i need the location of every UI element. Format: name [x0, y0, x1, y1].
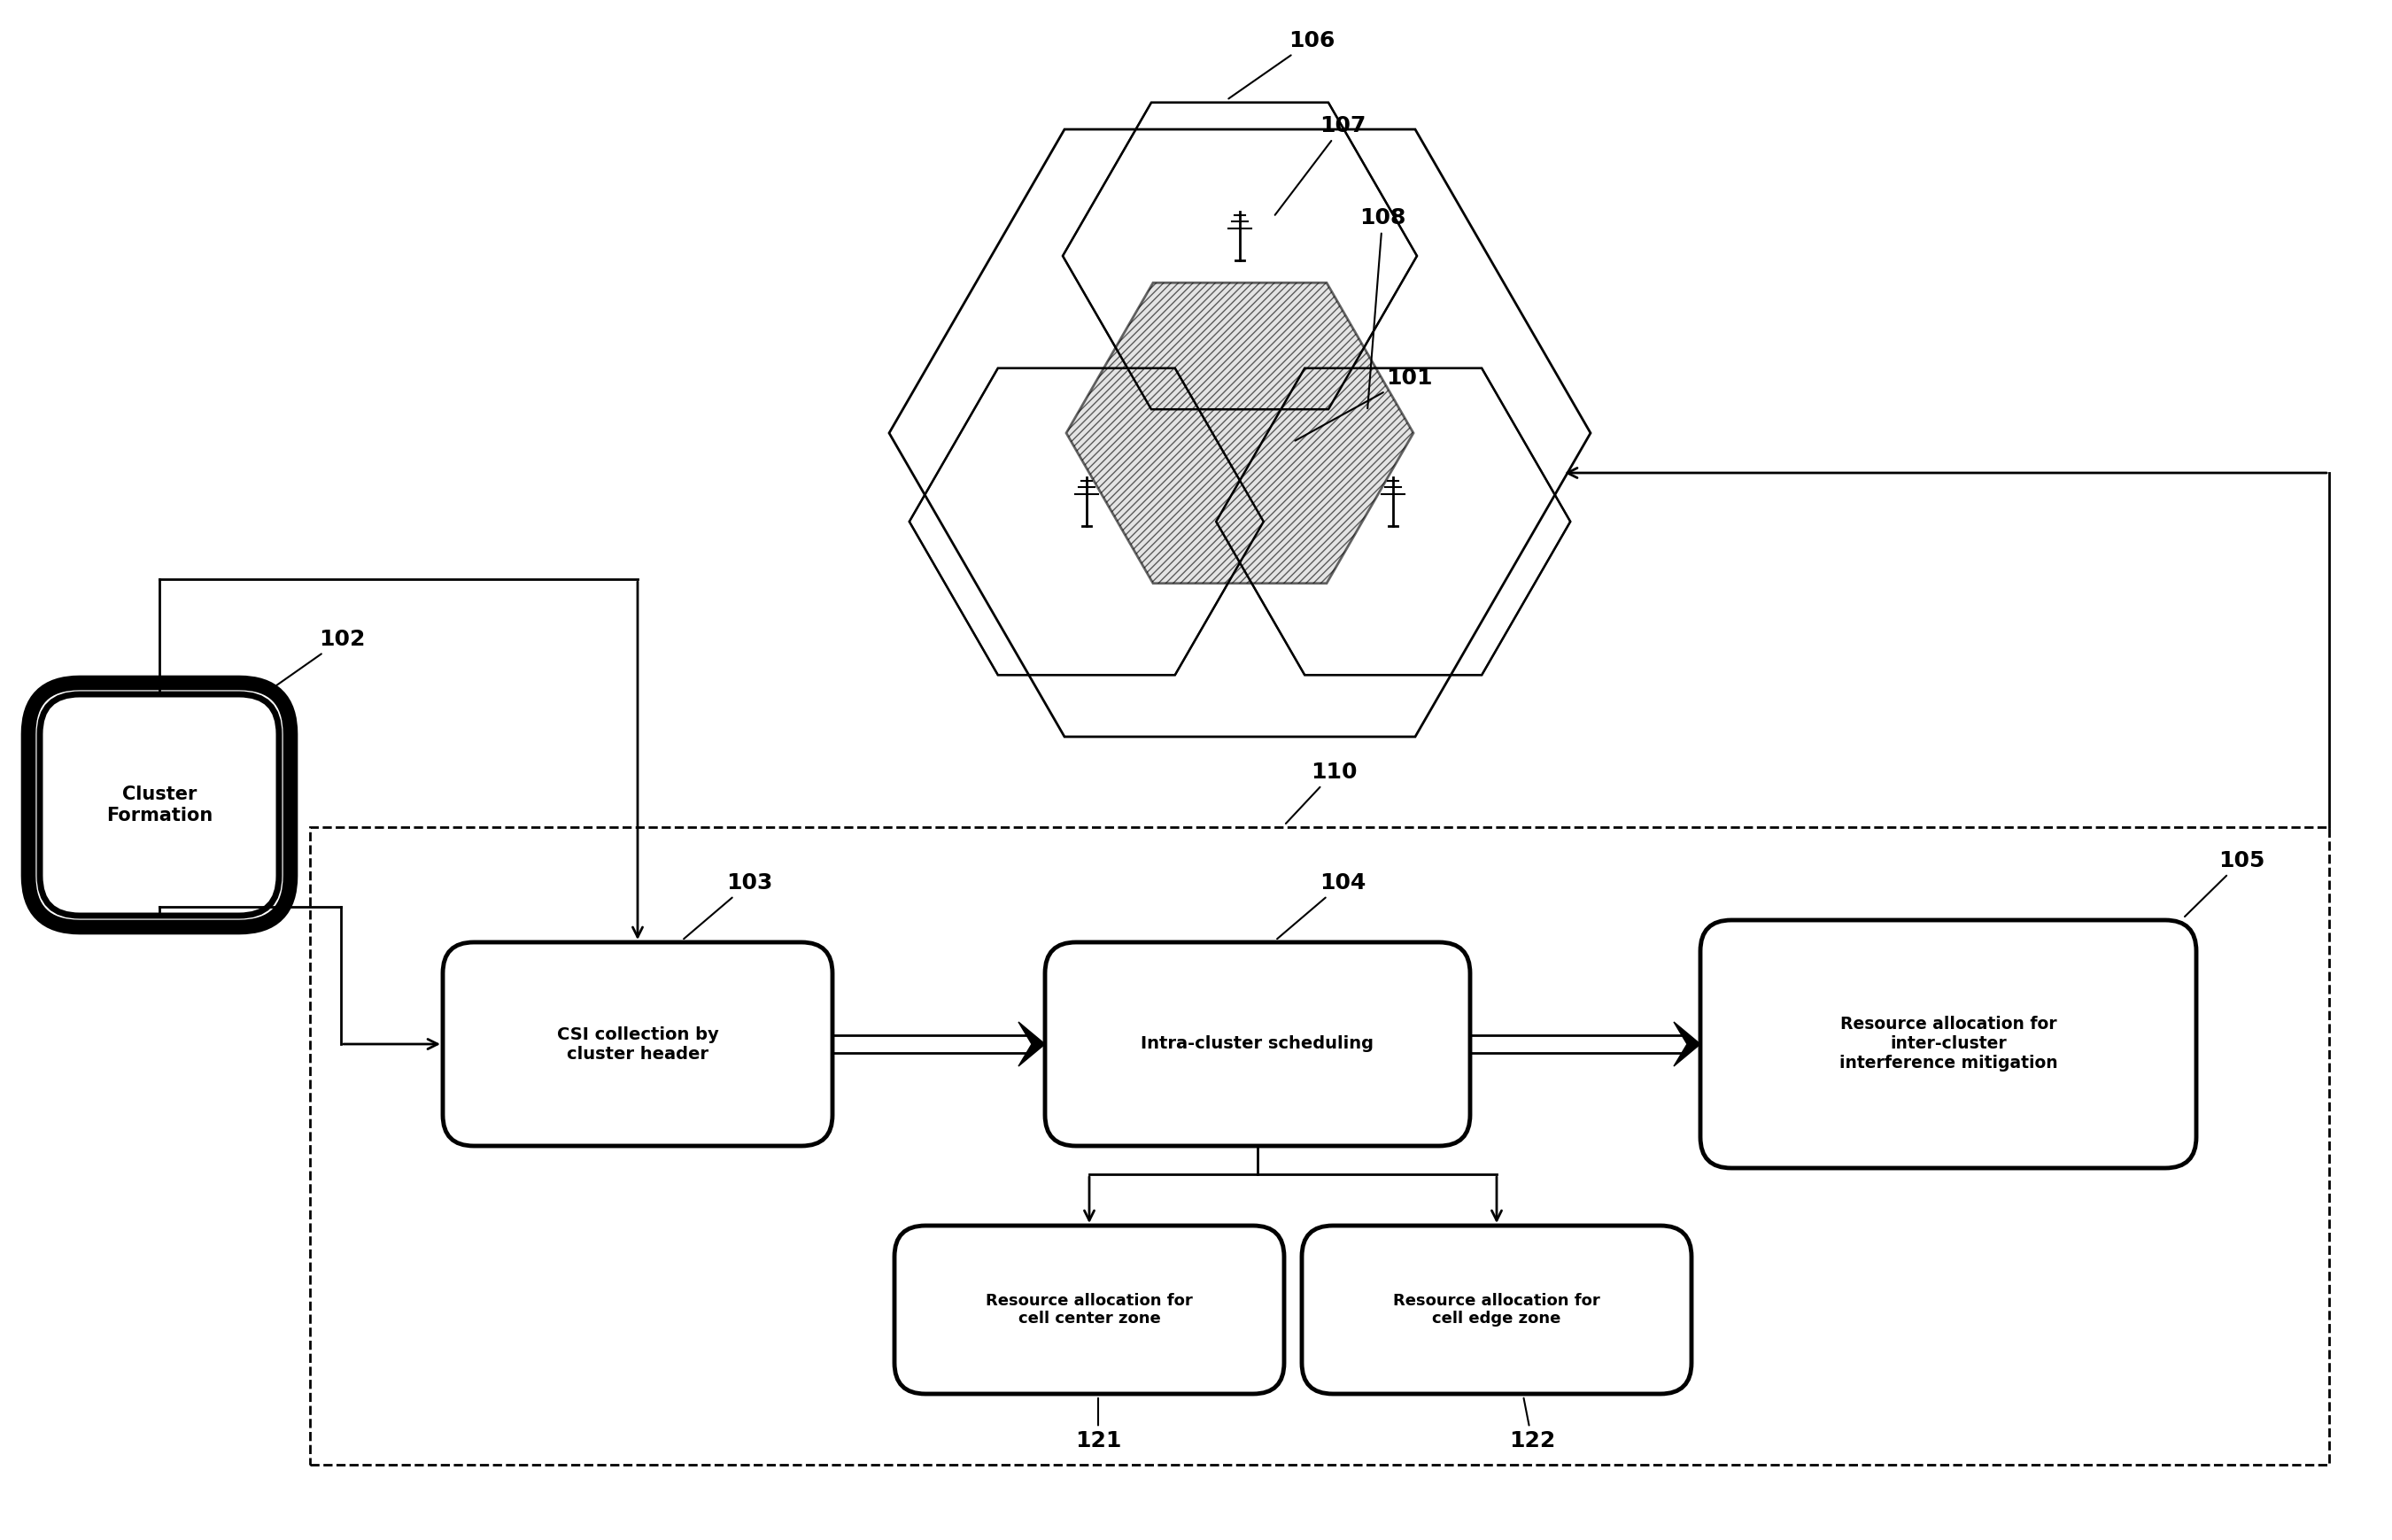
Text: 106: 106 — [1229, 31, 1335, 99]
Polygon shape — [1067, 283, 1414, 584]
Text: Resource allocation for
inter-cluster
interference mitigation: Resource allocation for inter-cluster in… — [1839, 1016, 2057, 1072]
FancyBboxPatch shape — [1701, 919, 2196, 1167]
Polygon shape — [1062, 103, 1416, 410]
Text: CSI collection by
cluster header: CSI collection by cluster header — [557, 1026, 718, 1063]
Text: 122: 122 — [1509, 1398, 1555, 1451]
Text: 103: 103 — [684, 872, 773, 939]
FancyBboxPatch shape — [1045, 942, 1471, 1146]
Text: 108: 108 — [1359, 208, 1406, 408]
Text: 121: 121 — [1074, 1398, 1122, 1451]
Text: Intra-cluster scheduling: Intra-cluster scheduling — [1141, 1036, 1373, 1052]
Text: Resource allocation for
cell edge zone: Resource allocation for cell edge zone — [1392, 1292, 1600, 1327]
Text: 107: 107 — [1275, 115, 1366, 216]
FancyBboxPatch shape — [41, 695, 280, 916]
Polygon shape — [1674, 1023, 1701, 1066]
FancyBboxPatch shape — [443, 942, 832, 1146]
FancyBboxPatch shape — [29, 682, 289, 927]
Text: 101: 101 — [1294, 368, 1433, 440]
Text: Resource allocation for
cell center zone: Resource allocation for cell center zone — [986, 1292, 1194, 1327]
FancyBboxPatch shape — [1301, 1226, 1691, 1394]
Text: 110: 110 — [1287, 762, 1356, 824]
Polygon shape — [1019, 1023, 1045, 1066]
Polygon shape — [1215, 368, 1569, 675]
Text: 104: 104 — [1277, 872, 1366, 939]
Polygon shape — [909, 368, 1263, 675]
FancyBboxPatch shape — [895, 1226, 1285, 1394]
Text: 102: 102 — [273, 628, 366, 688]
Text: 105: 105 — [2184, 850, 2265, 916]
Text: Cluster
Formation: Cluster Formation — [105, 785, 213, 824]
